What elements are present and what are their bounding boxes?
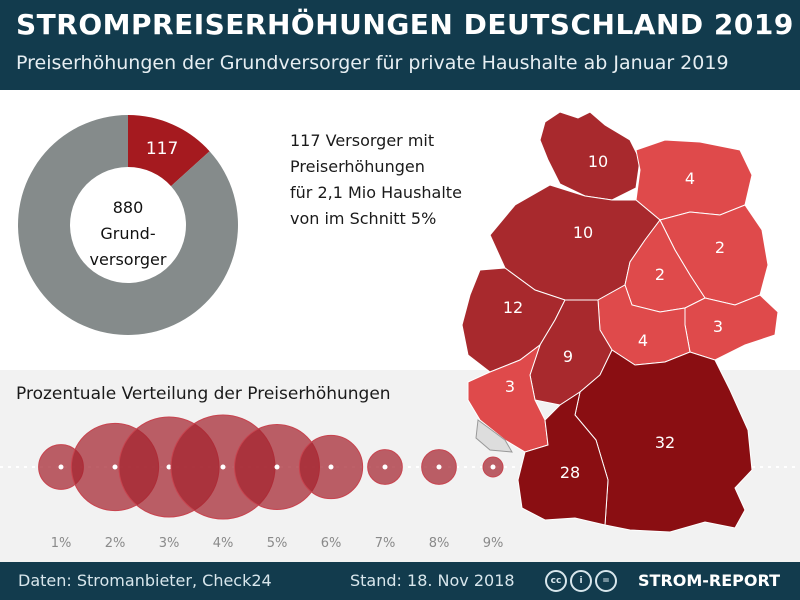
- bubble-tick-label: 4%: [213, 536, 234, 551]
- header-banner: STROMPREISERHÖHUNGEN DEUTSCHLAND 2019 Pr…: [0, 0, 800, 90]
- cc-icon: cc: [545, 570, 567, 592]
- bubble-tick-label: 6%: [321, 536, 342, 551]
- bubble-tick-label: 2%: [105, 536, 126, 551]
- bubble-center-dot: [274, 464, 280, 470]
- page-subtitle: Preiserhöhungen der Grundversorger für p…: [16, 52, 729, 74]
- map-region-label: 2: [655, 265, 665, 284]
- map-region-sachsen: [684, 294, 779, 361]
- map-region-label: 12: [503, 298, 523, 317]
- distribution-title: Prozentuale Verteilung der Preiserhöhung…: [16, 384, 391, 404]
- bubble-center-dot: [436, 464, 442, 470]
- map-region-baden: [517, 390, 609, 526]
- bubble-tick-label: 8%: [429, 536, 450, 551]
- info-line: für 2,1 Mio Haushalte: [290, 183, 462, 202]
- map-region-label: 4: [638, 331, 648, 350]
- donut-chart: 117 880 Grund-versorger: [17, 115, 239, 335]
- bubble-tick-label: 1%: [51, 536, 72, 551]
- donut-slice: [17, 115, 239, 335]
- map-region-label: 3: [713, 317, 723, 336]
- bubble-tick-label: 5%: [267, 536, 288, 551]
- map-region-label: 10: [588, 152, 608, 171]
- source-text: Daten: Stromanbieter, Check24: [18, 571, 272, 590]
- donut-slice-label: 117: [146, 139, 178, 159]
- bubble-center-dot: [112, 464, 118, 470]
- bubble-tick-label: 3%: [159, 536, 180, 551]
- map-region-nord: [539, 111, 641, 201]
- donut-center-label: versorger: [90, 250, 167, 269]
- license-icons: cc i =: [545, 570, 617, 592]
- bubble-center-dot: [382, 464, 388, 470]
- donut-slice: [128, 115, 210, 187]
- nd-icon: =: [595, 570, 617, 592]
- donut-center-label: Grund-: [100, 224, 155, 243]
- footer: Daten: Stromanbieter, Check24 Stand: 18.…: [0, 562, 800, 600]
- map-region-label: 28: [560, 463, 580, 482]
- bubble-center-dot: [490, 464, 496, 470]
- info-line: Preiserhöhungen: [290, 157, 425, 176]
- bubble-center-dot: [328, 464, 334, 470]
- map-region-label: 32: [655, 433, 675, 452]
- info-text: 117 Versorger mit Preiserhöhungen für 2,…: [290, 128, 462, 232]
- date-text: Stand: 18. Nov 2018: [350, 571, 515, 590]
- page-title: STROMPREISERHÖHUNGEN DEUTSCHLAND 2019: [16, 8, 794, 41]
- map-region-label: 4: [685, 169, 695, 188]
- map-region-label: 10: [573, 223, 593, 242]
- donut-center-label: 880: [113, 198, 144, 217]
- bubble-center-dot: [166, 464, 172, 470]
- info-line: 117 Versorger mit: [290, 131, 435, 150]
- brand-name: STROM-REPORT: [638, 571, 781, 590]
- by-icon: i: [570, 570, 592, 592]
- bubble-center-dot: [58, 464, 64, 470]
- map-region-label: 9: [563, 347, 573, 366]
- bubble-tick-label: 7%: [375, 536, 396, 551]
- map-region-label: 2: [715, 238, 725, 257]
- info-line: von im Schnitt 5%: [290, 209, 437, 228]
- bubble-tick-label: 9%: [483, 536, 504, 551]
- map-region-label: 3: [505, 377, 515, 396]
- map-region-saarland: [475, 419, 513, 453]
- bubble-center-dot: [220, 464, 226, 470]
